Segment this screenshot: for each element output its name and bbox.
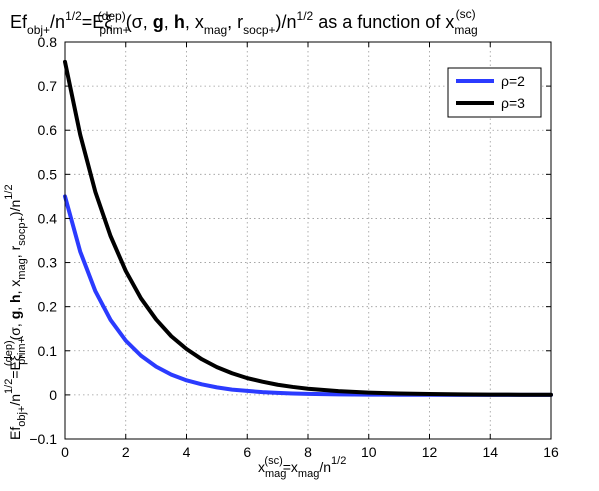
series-layer [63, 59, 553, 397]
x-tick-label: 14 [482, 444, 498, 460]
y-tick-label: 0.1 [38, 343, 58, 359]
x-tick-label: 10 [361, 444, 377, 460]
y-tick-label: 0.7 [38, 78, 58, 94]
grid [65, 42, 551, 439]
legend: ρ=2 ρ=3 [447, 67, 542, 118]
y-tick-label: 0.3 [38, 255, 58, 271]
y-tick-label: 0.8 [38, 34, 58, 50]
x-axis-label: xmag(sc)=xmag/n1/2 [258, 455, 346, 480]
y-tick-label: 0.2 [38, 299, 58, 315]
y-tick-label: 0.5 [38, 166, 58, 182]
y-tick-label: 0.6 [38, 122, 58, 138]
x-tick-label: 6 [243, 444, 251, 460]
x-tick-label: 16 [543, 444, 559, 460]
y-tick-label: 0.4 [38, 210, 58, 226]
legend-box [447, 67, 542, 118]
x-tick-label: 2 [122, 444, 130, 460]
chart-title: Efobj+/n1/2=Eξprim+(dep)(σ, g, h, xmag, … [10, 7, 478, 37]
x-tick-label: 0 [61, 444, 69, 460]
legend-label-rho-3: ρ=3 [501, 95, 525, 111]
y-tick-label: −0.1 [29, 431, 57, 447]
ticks: 0 2 4 6 8 10 12 14 16−0.100.10.20.30.40.50.60.70… [29, 34, 559, 460]
y-axis-label: Efobj+/n1/2=Eξprim+(dep)(σ, g, h, xmag, … [3, 184, 28, 440]
x-tick-label: 8 [304, 444, 312, 460]
series-line-1 [63, 59, 553, 397]
legend-label-rho-2: ρ=2 [501, 73, 525, 89]
x-tick-label: 4 [183, 444, 191, 460]
x-tick-label: 12 [422, 444, 438, 460]
y-tick-label: 0 [49, 387, 57, 403]
